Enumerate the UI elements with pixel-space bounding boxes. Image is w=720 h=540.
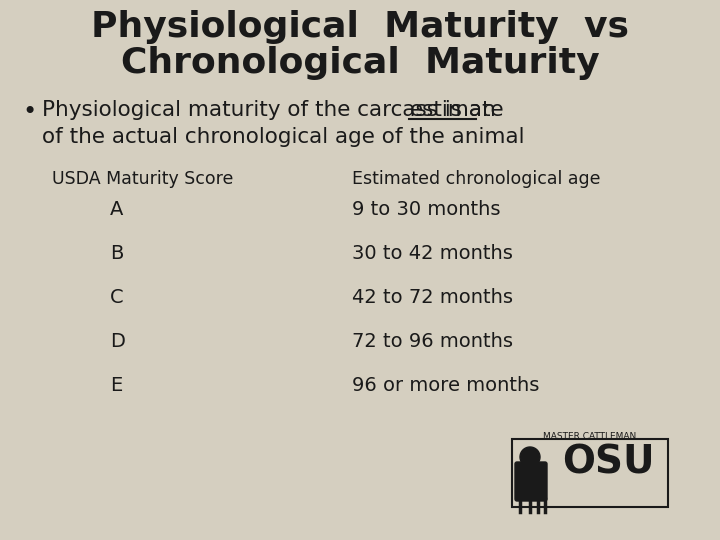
Text: Estimated chronological age: Estimated chronological age: [352, 170, 600, 188]
Text: 9 to 30 months: 9 to 30 months: [352, 200, 500, 219]
Text: Physiological  Maturity  vs: Physiological Maturity vs: [91, 10, 629, 44]
Text: E: E: [110, 376, 122, 395]
Text: D: D: [110, 332, 125, 351]
Text: 30 to 42 months: 30 to 42 months: [352, 244, 513, 263]
Text: 72 to 96 months: 72 to 96 months: [352, 332, 513, 351]
Text: Physiological maturity of the carcass is an: Physiological maturity of the carcass is…: [42, 100, 503, 120]
Circle shape: [520, 447, 540, 467]
Bar: [512, 439, 668, 507]
Text: A: A: [110, 200, 123, 219]
Text: C: C: [110, 288, 124, 307]
Text: estimate: estimate: [410, 100, 504, 120]
Text: MASTER CATTLEMAN: MASTER CATTLEMAN: [544, 432, 636, 441]
Text: OSU: OSU: [562, 444, 654, 482]
Text: USDA Maturity Score: USDA Maturity Score: [52, 170, 233, 188]
Text: B: B: [110, 244, 123, 263]
FancyBboxPatch shape: [515, 462, 547, 501]
Text: •: •: [22, 100, 36, 124]
Text: 96 or more months: 96 or more months: [352, 376, 539, 395]
Text: of the actual chronological age of the animal: of the actual chronological age of the a…: [42, 127, 524, 147]
Text: 42 to 72 months: 42 to 72 months: [352, 288, 513, 307]
Text: Chronological  Maturity: Chronological Maturity: [121, 46, 599, 80]
